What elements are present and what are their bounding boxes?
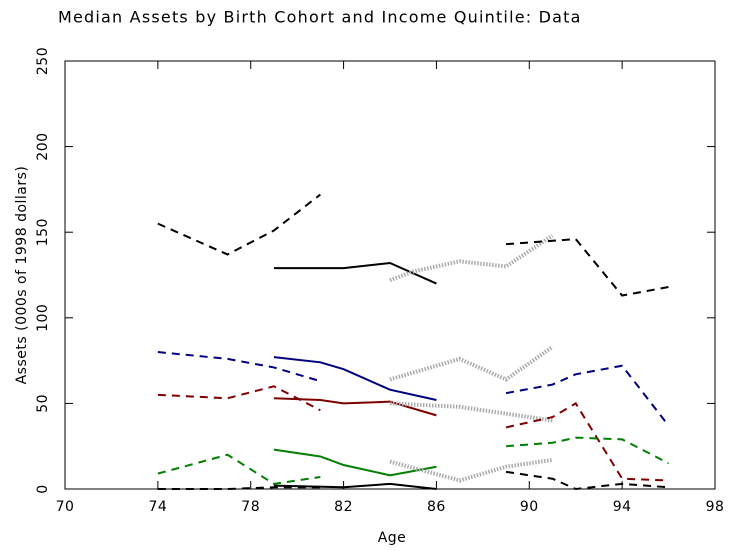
line-series: [157, 453, 321, 485]
y-tick-label: 200: [35, 132, 51, 160]
x-tick-label: 98: [706, 499, 725, 515]
line-series: [389, 401, 553, 423]
x-tick-label: 70: [56, 499, 75, 515]
x-tick-label: 94: [613, 499, 632, 515]
y-tick-label: 150: [35, 218, 51, 246]
chart-title: Median Assets by Birth Cohort and Income…: [58, 8, 582, 27]
x-axis-label: Age: [378, 530, 407, 546]
x-tick-label: 78: [241, 499, 260, 515]
line-series: [505, 470, 669, 491]
line-series: [505, 364, 670, 427]
line-series: [273, 482, 437, 490]
y-axis-label: Assets (000s of 1998 dollars): [14, 166, 30, 385]
y-tick-label: 100: [35, 304, 51, 332]
x-tick-label: 74: [148, 499, 167, 515]
line-series: [389, 345, 554, 382]
y-tick-label: 0: [35, 484, 51, 493]
line-series: [505, 436, 670, 465]
line-series: [389, 233, 554, 283]
line-series: [157, 193, 321, 256]
line-series: [273, 356, 437, 401]
line-series: [505, 402, 669, 482]
y-tick-label: 250: [35, 47, 51, 75]
line-series: [157, 351, 321, 383]
y-tick-label: 50: [35, 394, 51, 413]
line-series: [273, 448, 437, 477]
plot-frame: [64, 60, 716, 490]
line-series: [505, 238, 669, 297]
line-series: [157, 486, 321, 490]
x-tick-label: 82: [334, 499, 353, 515]
x-tick-label: 90: [520, 499, 539, 515]
line-series: [273, 261, 437, 285]
line-series: [389, 457, 553, 483]
x-tick-label: 86: [427, 499, 446, 515]
line-series: [273, 397, 437, 417]
